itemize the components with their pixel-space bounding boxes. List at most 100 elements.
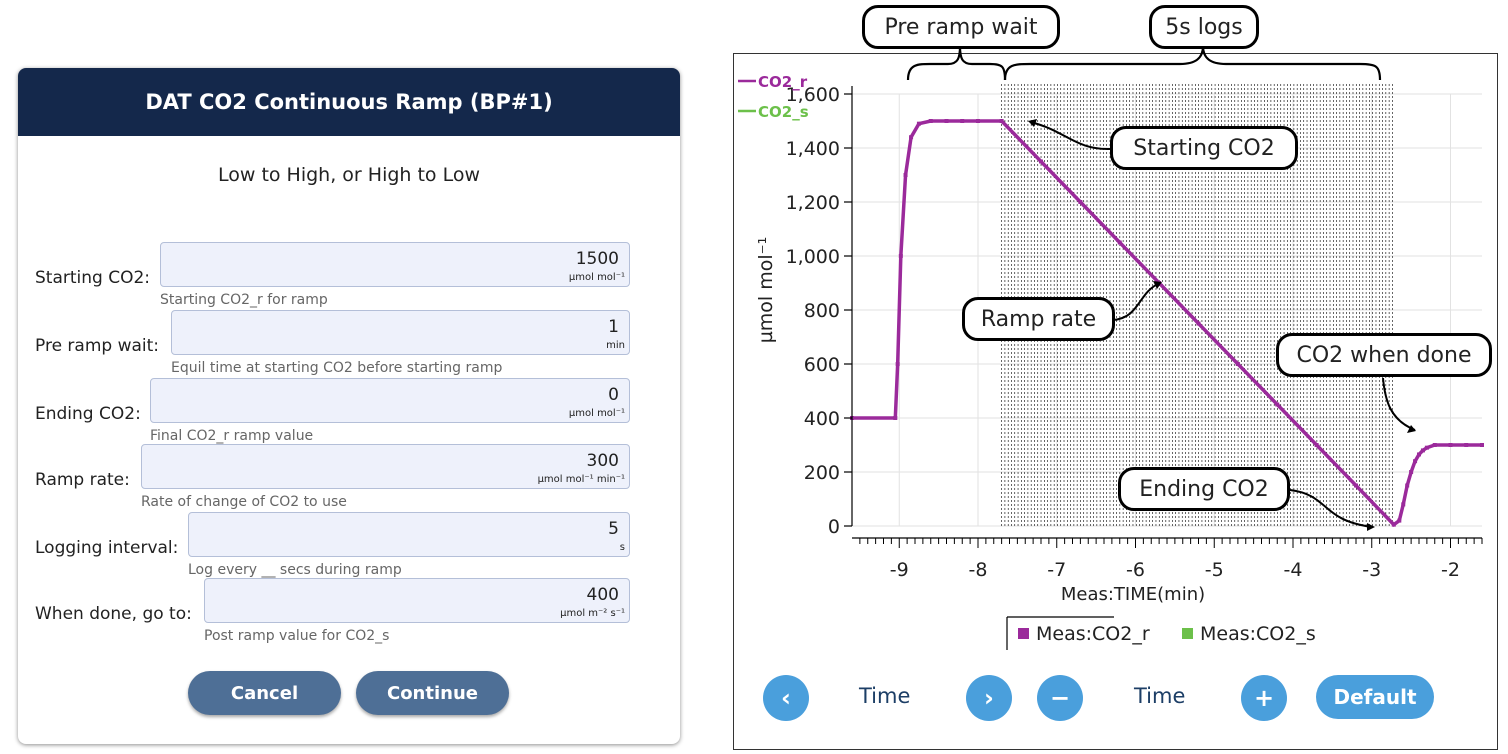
data-point bbox=[1420, 448, 1425, 453]
x-tick-label: -8 bbox=[969, 559, 988, 581]
time-label-right: Time bbox=[1134, 684, 1186, 708]
y-tick-label: 1,400 bbox=[786, 138, 840, 160]
data-point bbox=[1235, 362, 1240, 366]
chart-panel: 0 200 400 600 800 1,000 1,200 1,400 1,600 -9 -8 -7 -… bbox=[733, 53, 1498, 750]
data-point bbox=[1409, 470, 1414, 474]
dialog-title: DAT CO2 Continuous Ramp (BP#1) bbox=[145, 90, 553, 114]
data-point bbox=[1424, 445, 1429, 450]
ramp-rate-field[interactable]: 300 µmol mol⁻¹ min⁻¹ bbox=[141, 444, 630, 489]
x-tick-label: -6 bbox=[1126, 559, 1145, 581]
starting-co2-hint: Starting CO2_r for ramp bbox=[160, 292, 328, 308]
chevron-right-icon[interactable]: › bbox=[966, 675, 1012, 721]
data-point bbox=[1196, 321, 1201, 326]
data-point bbox=[928, 119, 933, 123]
data-point bbox=[1397, 518, 1402, 523]
logging-interval-value: 5 bbox=[608, 519, 619, 539]
ramp-rate-label: Ramp rate: bbox=[35, 470, 130, 490]
time-label-left: Time bbox=[859, 684, 911, 708]
x-tick-label: -2 bbox=[1441, 559, 1460, 581]
y-tick-label: 600 bbox=[804, 354, 840, 376]
logging-interval-unit: s bbox=[619, 542, 625, 553]
legend-bottom-label: Meas:CO2_r bbox=[1036, 623, 1150, 645]
ending-co2-hint: Final CO2_r ramp value bbox=[150, 428, 314, 444]
callout-ramp-rate: Ramp rate bbox=[962, 297, 1115, 341]
y-axis-label: µmol mol⁻¹ bbox=[755, 237, 777, 344]
data-point bbox=[903, 173, 908, 177]
y-tick-label: 1,000 bbox=[786, 246, 840, 268]
callout-ending-co2: Ending CO2 bbox=[1118, 467, 1290, 511]
default-button[interactable]: Default bbox=[1316, 675, 1434, 719]
y-tick-label: 200 bbox=[804, 462, 840, 484]
data-point bbox=[1432, 443, 1437, 447]
data-point bbox=[909, 135, 914, 140]
starting-co2-field[interactable]: 1500 µmol mol⁻¹ bbox=[160, 242, 630, 287]
data-point bbox=[1480, 443, 1484, 447]
pre-ramp-wait-unit: min bbox=[606, 340, 625, 351]
when-done-value: 400 bbox=[586, 585, 619, 605]
ending-co2-field[interactable]: 0 µmol mol⁻¹ bbox=[150, 378, 630, 423]
chevron-left-icon[interactable]: ‹ bbox=[763, 675, 809, 721]
x-tick-label: -9 bbox=[890, 559, 909, 581]
ramp-dialog: DAT CO2 Continuous Ramp (BP#1) Low to Hi… bbox=[18, 68, 680, 744]
starting-co2-value: 1500 bbox=[575, 249, 619, 269]
ramp-rate-value: 300 bbox=[586, 451, 619, 471]
callout-starting-co2: Starting CO2 bbox=[1110, 126, 1298, 170]
logging-interval-field[interactable]: 5 s bbox=[188, 512, 630, 557]
starting-co2-unit: µmol mol⁻¹ bbox=[568, 272, 625, 283]
data-point bbox=[1314, 443, 1319, 447]
data-point bbox=[916, 121, 921, 126]
when-done-field[interactable]: 400 µmol m⁻² s⁻¹ bbox=[204, 578, 630, 623]
x-tick-label: -4 bbox=[1284, 559, 1303, 581]
data-point bbox=[999, 119, 1004, 123]
data-point bbox=[1405, 483, 1410, 488]
ramp-rate-hint: Rate of change of CO2 to use bbox=[141, 494, 347, 510]
data-point bbox=[960, 119, 965, 123]
data-point bbox=[1413, 459, 1418, 464]
logging-interval-label: Logging interval: bbox=[35, 538, 179, 558]
starting-co2-label: Starting CO2: bbox=[35, 268, 151, 288]
data-point bbox=[1354, 483, 1358, 488]
series-line-co2-r bbox=[852, 119, 1482, 527]
callout-pre-ramp-wait: Pre ramp wait bbox=[862, 5, 1060, 49]
data-point bbox=[1448, 443, 1453, 447]
data-point bbox=[1391, 522, 1396, 527]
plus-icon[interactable]: + bbox=[1241, 675, 1287, 721]
data-point bbox=[1275, 402, 1280, 407]
data-point bbox=[898, 254, 903, 258]
dialog-subtitle: Low to High, or High to Low bbox=[217, 164, 481, 186]
data-point bbox=[1401, 502, 1406, 507]
when-done-hint: Post ramp value for CO2_s bbox=[204, 628, 390, 644]
pre-ramp-wait-field[interactable]: 1 min bbox=[171, 310, 630, 355]
data-point bbox=[944, 119, 949, 123]
y-tick-label: 800 bbox=[804, 300, 840, 322]
x-tick-label: -5 bbox=[1205, 559, 1224, 581]
legend-bottom-label: Meas:CO2_s bbox=[1200, 623, 1316, 645]
x-tick-label: -3 bbox=[1362, 559, 1381, 581]
legend-bottom-swatch bbox=[1018, 628, 1029, 639]
y-tick-label: 400 bbox=[804, 408, 840, 430]
callout-co2-when-done: CO2 when done bbox=[1276, 333, 1492, 377]
pre-ramp-wait-hint: Equil time at starting CO2 before starti… bbox=[171, 360, 503, 376]
y-tick-label: 1,600 bbox=[786, 84, 840, 106]
pre-ramp-wait-label: Pre ramp wait: bbox=[35, 336, 160, 356]
data-point bbox=[1078, 200, 1083, 204]
pre-ramp-wait-value: 1 bbox=[608, 317, 619, 337]
when-done-label: When done, go to: bbox=[35, 604, 192, 624]
y-tick-label: 0 bbox=[828, 516, 840, 538]
data-point bbox=[895, 362, 900, 366]
ending-co2-value: 0 bbox=[608, 385, 619, 405]
ramp-rate-unit: µmol mol⁻¹ min⁻¹ bbox=[537, 474, 625, 485]
callout-5s-logs: 5s logs bbox=[1149, 5, 1259, 49]
minus-icon[interactable]: − bbox=[1037, 675, 1083, 721]
cancel-button[interactable]: Cancel bbox=[188, 671, 341, 715]
data-point bbox=[1117, 240, 1122, 245]
data-point bbox=[1464, 443, 1469, 447]
continue-button[interactable]: Continue bbox=[356, 671, 509, 715]
y-tick-label: 1,200 bbox=[786, 192, 840, 214]
legend-bottom-swatch bbox=[1182, 628, 1193, 639]
data-point bbox=[1157, 281, 1162, 285]
logging-interval-hint: Log every __ secs during ramp bbox=[188, 562, 402, 578]
x-axis-label: Meas:TIME(min) bbox=[1061, 584, 1205, 605]
data-point bbox=[893, 416, 898, 420]
when-done-unit: µmol m⁻² s⁻¹ bbox=[560, 608, 625, 619]
